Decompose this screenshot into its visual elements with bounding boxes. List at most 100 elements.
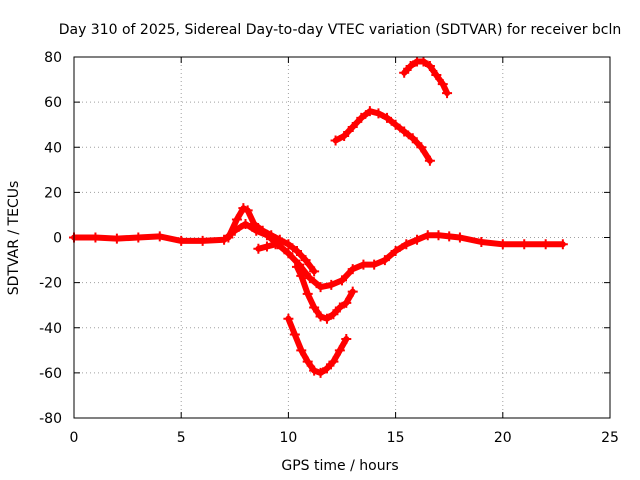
- data-point: [540, 239, 551, 250]
- data-point: [412, 234, 423, 245]
- series-line: [332, 108, 433, 164]
- data-point: [399, 67, 410, 78]
- data-point: [315, 367, 326, 378]
- data-point: [390, 246, 401, 257]
- data-point: [309, 365, 320, 376]
- data-point: [341, 297, 352, 308]
- data-point: [176, 235, 187, 246]
- data-point: [289, 329, 300, 340]
- data-point: [442, 88, 453, 99]
- data-point: [296, 270, 307, 281]
- data-point: [283, 239, 294, 250]
- data-point: [257, 225, 268, 236]
- data-point: [339, 130, 350, 141]
- series-line: [285, 315, 350, 376]
- data-point: [519, 239, 530, 250]
- data-point: [240, 218, 251, 229]
- data-point: [154, 231, 165, 242]
- data-point: [304, 273, 315, 284]
- data-point: [379, 255, 390, 266]
- data-point: [416, 142, 427, 153]
- data-point: [437, 79, 448, 90]
- y-axis-label: SDTVAR / TECUs: [6, 181, 22, 296]
- data-point: [356, 112, 367, 123]
- data-point: [373, 108, 384, 119]
- data-point: [399, 126, 410, 137]
- data-point: [321, 313, 332, 324]
- data-point: [291, 246, 302, 257]
- data-point: [341, 334, 352, 345]
- data-point: [133, 232, 144, 243]
- data-point: [90, 232, 101, 243]
- data-point: [302, 288, 313, 299]
- data-point: [249, 218, 260, 229]
- data-point: [253, 243, 264, 254]
- data-point: [390, 119, 401, 130]
- x-tick-label: 5: [177, 430, 186, 446]
- data-point: [334, 302, 345, 313]
- data-point: [337, 275, 347, 286]
- data-point: [407, 133, 418, 144]
- data-point: [266, 230, 277, 241]
- data-point: [315, 311, 326, 322]
- y-tick-label: -20: [39, 276, 62, 292]
- y-tick-label: 40: [44, 140, 62, 156]
- series-track-7: [399, 56, 453, 99]
- data-point: [405, 61, 416, 72]
- data-point: [364, 106, 375, 117]
- y-tick-label: -40: [39, 321, 62, 337]
- series-track-3: [253, 239, 281, 254]
- data-point: [557, 239, 568, 250]
- data-point: [315, 282, 326, 293]
- data-point: [347, 121, 358, 132]
- data-point: [433, 230, 444, 241]
- data-point: [223, 232, 234, 243]
- data-point: [431, 70, 442, 81]
- y-tick-label: 20: [44, 185, 62, 201]
- series-line: [71, 221, 566, 291]
- x-axis-label: GPS time / hours: [281, 458, 398, 474]
- data-point: [401, 239, 412, 250]
- axes: 0 5 10 15 20 25 -80 -60 -40 -20 0 20 40 60 80: [39, 50, 619, 446]
- data-point: [296, 345, 307, 356]
- data-point: [291, 261, 302, 272]
- data-point: [347, 264, 358, 275]
- data-point: [347, 286, 358, 297]
- plot-frame: [73, 56, 611, 419]
- data-point: [454, 232, 465, 243]
- series-track-4: [291, 261, 358, 324]
- data-point: [261, 241, 272, 252]
- series-line: [225, 205, 318, 275]
- series-track-6: [330, 106, 435, 166]
- data-point: [111, 233, 122, 244]
- data-point: [309, 302, 320, 313]
- data-point: [334, 345, 345, 356]
- data-point: [270, 239, 281, 250]
- data-point: [358, 259, 369, 270]
- y-tick-label: 0: [53, 231, 62, 247]
- data-point: [197, 235, 208, 246]
- y-tick-label: -60: [39, 366, 62, 382]
- x-tick-label: 10: [279, 430, 297, 446]
- x-tick-label: 15: [387, 430, 405, 446]
- data-point: [424, 155, 435, 166]
- data-point: [231, 214, 242, 225]
- data-point: [382, 112, 393, 123]
- data-series: [69, 56, 568, 378]
- data-point: [283, 248, 294, 259]
- data-point: [242, 205, 253, 216]
- series-track-2: [223, 203, 320, 277]
- data-point: [300, 255, 311, 266]
- data-point: [330, 135, 341, 146]
- data-point: [326, 279, 337, 290]
- series-track-1: [69, 218, 568, 293]
- data-point: [309, 266, 320, 277]
- data-point: [321, 363, 332, 374]
- data-point: [424, 61, 435, 72]
- data-point: [369, 259, 380, 270]
- chart-title: Day 310 of 2025, Sidereal Day-to-day VTE…: [59, 22, 622, 38]
- data-point: [418, 56, 429, 67]
- y-tick-label: 60: [44, 95, 62, 111]
- x-tick-label: 0: [70, 430, 79, 446]
